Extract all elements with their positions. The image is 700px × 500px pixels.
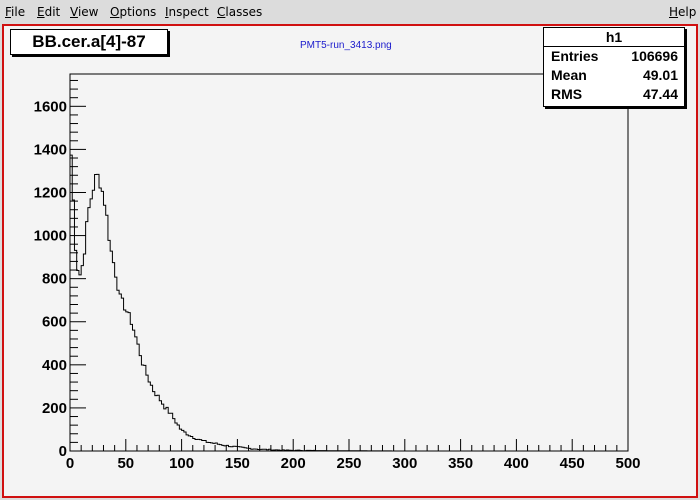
menu-help[interactable]: Help (669, 5, 697, 19)
x-tick-label: 0 (66, 455, 74, 472)
histogram-series (70, 154, 628, 452)
x-tick-label: 200 (281, 455, 306, 472)
x-tick-label: 300 (392, 455, 417, 472)
histogram-title-box: BB.cer.a[4]-87 (10, 29, 168, 55)
stats-rms-value: 47.44 (642, 86, 678, 102)
stats-box[interactable]: h1 Entries 106696 Mean 49.01 RMS 47.44 (543, 27, 685, 107)
x-tick-label: 150 (225, 455, 250, 472)
plot-axes (69, 73, 629, 452)
y-tick-label: 600 (42, 314, 67, 331)
y-tick-label: 400 (42, 357, 67, 374)
y-tick-label: 0 (59, 443, 67, 460)
menu-options[interactable]: Options (110, 5, 157, 19)
stats-title: h1 (544, 28, 684, 47)
axis-tick-labels: 0 50 100 150 200 250 300 350 400 450 500 0 200 400 600… (34, 98, 641, 472)
x-tick-label: 50 (117, 455, 134, 472)
menu-inspect[interactable]: Inspect (165, 5, 209, 19)
menu-view[interactable]: View (70, 5, 99, 19)
menu-bar: File Edit View Options Inspect Classes H… (0, 0, 700, 24)
histogram-subtitle: PMT5-run_3413.png (300, 40, 392, 51)
menu-classes[interactable]: Classes (217, 5, 263, 19)
y-tick-label: 200 (42, 400, 67, 417)
stats-rms-label: RMS (551, 86, 583, 102)
histogram-title: BB.cer.a[4]-87 (32, 32, 146, 51)
stats-mean-label: Mean (551, 67, 587, 83)
stats-entries-label: Entries (551, 48, 599, 64)
y-tick-label: 1000 (34, 228, 67, 245)
stats-row-entries: Entries 106696 (544, 47, 684, 66)
x-tick-label: 450 (560, 455, 585, 472)
x-tick-label: 400 (504, 455, 529, 472)
x-tick-label: 500 (615, 455, 640, 472)
x-tick-label: 100 (169, 455, 194, 472)
y-tick-label: 1400 (34, 141, 67, 158)
stats-row-rms: RMS 47.44 (544, 85, 684, 104)
stats-entries-value: 106696 (631, 48, 678, 64)
y-tick-label: 1200 (34, 184, 67, 201)
plot-frame (69, 73, 629, 452)
x-tick-label: 250 (336, 455, 361, 472)
x-tick-label: 350 (448, 455, 473, 472)
stats-mean-value: 49.01 (642, 67, 678, 83)
menu-file[interactable]: File (5, 5, 26, 19)
axis-ticks (69, 79, 629, 452)
y-tick-label: 800 (42, 271, 67, 288)
stats-row-mean: Mean 49.01 (544, 66, 684, 85)
menu-edit[interactable]: Edit (37, 5, 61, 19)
y-tick-label: 1600 (34, 98, 67, 115)
